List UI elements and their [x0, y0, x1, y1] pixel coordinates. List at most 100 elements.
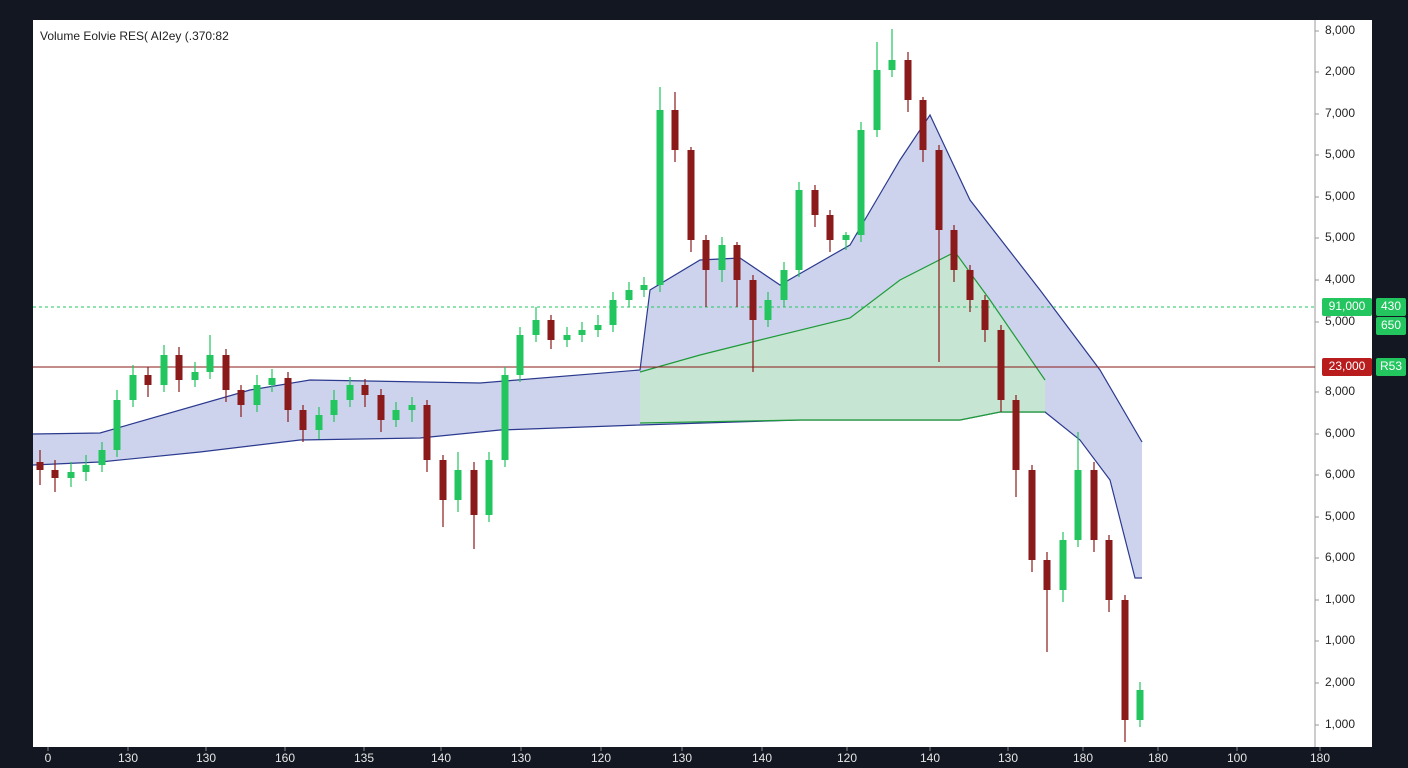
- price-tag-label: 23,000: [1329, 359, 1366, 373]
- chart-title: Volume Eolvie RES( AI2ey (.370:82: [40, 29, 229, 43]
- candle-body: [749, 280, 757, 320]
- candle-body: [253, 385, 261, 405]
- candle-body: [361, 385, 369, 395]
- candle-body: [718, 245, 726, 270]
- y-tick-label: 5,000: [1325, 314, 1355, 328]
- candle-body: [826, 215, 834, 240]
- x-tick-label: 180: [1310, 751, 1330, 765]
- candle-body: [888, 60, 896, 70]
- x-tick-label: 140: [920, 751, 940, 765]
- candle-body: [423, 405, 431, 460]
- x-tick-label: 160: [275, 751, 295, 765]
- x-tick-label: 0: [45, 751, 52, 765]
- candle-body: [795, 190, 803, 270]
- x-tick-label: 120: [837, 751, 857, 765]
- price-tag: [1376, 317, 1406, 335]
- candle-body: [1121, 600, 1129, 720]
- candle-body: [67, 472, 75, 478]
- y-tick-label: 6,000: [1325, 426, 1355, 440]
- price-tag: [1322, 298, 1372, 316]
- candle-body: [935, 150, 943, 230]
- y-tick-label: 1,000: [1325, 592, 1355, 606]
- x-tick-label: 180: [1148, 751, 1168, 765]
- candle-body: [485, 460, 493, 515]
- candle-body: [950, 230, 958, 270]
- price-tag-label: R53: [1380, 359, 1402, 373]
- price-tag: [1376, 298, 1406, 316]
- candle-body: [144, 375, 152, 385]
- candle-body: [811, 190, 819, 215]
- y-tick-label: 5,000: [1325, 147, 1355, 161]
- candle-body: [532, 320, 540, 335]
- candle-body: [160, 355, 168, 385]
- candle-body: [966, 270, 974, 300]
- candle-body: [222, 355, 230, 390]
- x-tick-label: 100: [1227, 751, 1247, 765]
- candle-body: [1059, 540, 1067, 590]
- candle-body: [733, 245, 741, 280]
- x-tick-label: 140: [752, 751, 772, 765]
- candle-body: [299, 410, 307, 430]
- candle-body: [780, 270, 788, 300]
- candle-body: [764, 300, 772, 320]
- y-tick-label: 5,000: [1325, 230, 1355, 244]
- x-tick-label: 130: [672, 751, 692, 765]
- candle-body: [640, 285, 648, 290]
- candle-body: [129, 375, 137, 400]
- candle-body: [330, 400, 338, 415]
- candle-body: [98, 450, 106, 465]
- candle-body: [516, 335, 524, 375]
- y-tick-label: 6,000: [1325, 550, 1355, 564]
- price-tag-label: 430: [1381, 299, 1401, 313]
- candle-body: [439, 460, 447, 500]
- candle-body: [873, 70, 881, 130]
- x-tick-label: 130: [511, 751, 531, 765]
- y-tick-label: 2,000: [1325, 64, 1355, 78]
- band-area: [640, 252, 1045, 423]
- candle-body: [578, 330, 586, 335]
- candle-body: [237, 390, 245, 405]
- price-tag-label: 650: [1381, 318, 1401, 332]
- candle-body: [702, 240, 710, 270]
- candle-body: [268, 378, 276, 385]
- candle-body: [981, 300, 989, 330]
- y-tick-label: 6,000: [1325, 467, 1355, 481]
- candle-body: [377, 395, 385, 420]
- candle-body: [1136, 690, 1144, 720]
- candle-body: [671, 110, 679, 150]
- plot-layer: 8,000 2,000 7,000 5,000 5,000 5,000 4,000 5,000…: [32, 23, 1355, 742]
- candle-body: [563, 335, 571, 340]
- band-upper-line: [639, 251, 1046, 381]
- price-tag-label: 91,000: [1329, 299, 1366, 313]
- price-tag: [1376, 358, 1406, 376]
- candle-body: [919, 100, 927, 150]
- x-tick-label: 180: [1073, 751, 1093, 765]
- candle-body: [51, 470, 59, 478]
- candle-body: [470, 470, 478, 515]
- x-tick-label: 130: [998, 751, 1018, 765]
- candle-body: [997, 330, 1005, 400]
- candle-body: [346, 385, 354, 400]
- candle-body: [842, 235, 850, 240]
- y-tick-label: 1,000: [1325, 717, 1355, 731]
- candle-body: [625, 290, 633, 300]
- price-tag: [1322, 358, 1372, 376]
- candle-body: [857, 130, 865, 235]
- candle-body: [594, 325, 602, 330]
- candle-body: [501, 375, 509, 460]
- candle-body: [904, 60, 912, 100]
- y-tick-label: 4,000: [1325, 272, 1355, 286]
- candle-body: [656, 110, 664, 285]
- y-tick-label: 5,000: [1325, 189, 1355, 203]
- x-tick-label: 130: [118, 751, 138, 765]
- candle-body: [392, 410, 400, 420]
- x-tick-label: 140: [431, 751, 451, 765]
- candle-body: [113, 400, 121, 450]
- y-tick-label: 1,000: [1325, 633, 1355, 647]
- candle-body: [175, 355, 183, 380]
- candle-body: [1105, 540, 1113, 600]
- x-tick-label: 120: [591, 751, 611, 765]
- x-tick-label: 130: [196, 751, 216, 765]
- y-tick-label: 8,000: [1325, 23, 1355, 37]
